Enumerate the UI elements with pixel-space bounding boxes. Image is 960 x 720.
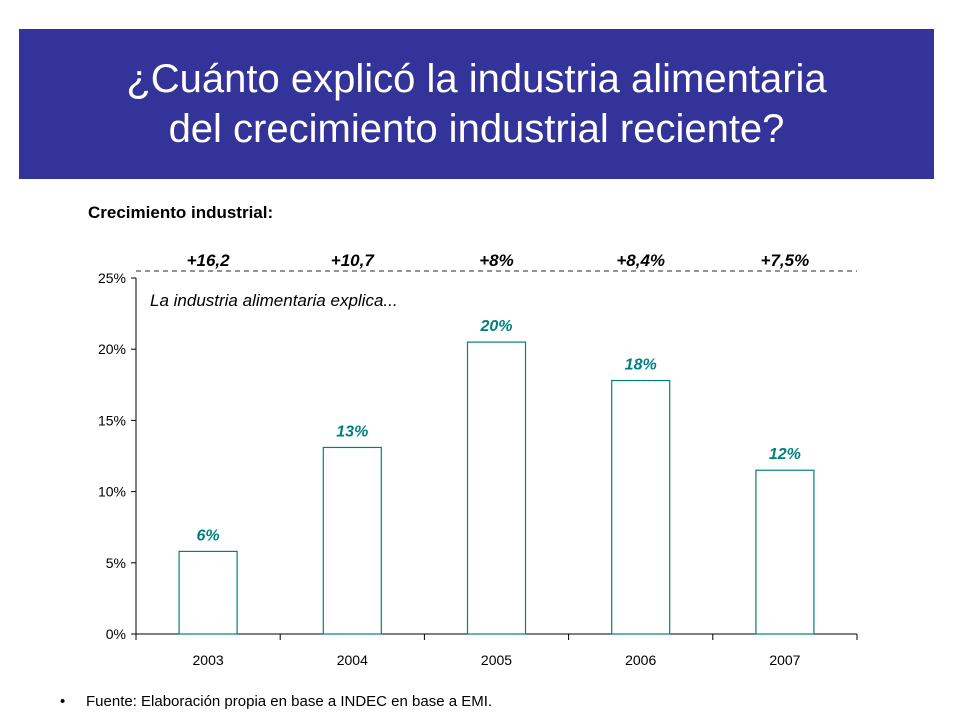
y-tick-label: 25% [98, 270, 126, 286]
bar-value-label: 18% [625, 357, 657, 374]
slide-title: ¿Cuánto explicó la industria alimentaria… [126, 57, 827, 151]
y-tick-label: 5% [106, 555, 126, 571]
bar-value-label: 20% [479, 318, 512, 335]
y-tick-label: 20% [98, 341, 126, 357]
y-tick-label: 10% [98, 484, 126, 500]
y-tick-label: 0% [106, 626, 126, 642]
bullet-glyph: • [60, 693, 66, 710]
growth-label: +16,2 [187, 251, 231, 270]
bar-value-label: 12% [769, 446, 801, 463]
x-tick-label: 2006 [625, 652, 656, 668]
growth-label: +7,5% [761, 251, 810, 270]
source-note: • Fuente: Elaboración propia en base a IN… [60, 693, 492, 710]
chart-title: Crecimiento industrial: [88, 203, 273, 222]
x-tick-label: 2005 [481, 652, 512, 668]
growth-label: +8,4% [616, 251, 665, 270]
bar-value-label: 13% [336, 423, 368, 440]
bar [755, 469, 815, 635]
x-tick-label: 2003 [193, 652, 224, 668]
growth-label: +8% [479, 251, 514, 270]
chart-bars: 6% 2003 +16,2 13% 2004 +10,7 20% 2005 +8% 18% 2006… [178, 251, 815, 668]
growth-label: +10,7 [331, 251, 376, 270]
source-text: Fuente: Elaboración propia en base a IND… [86, 693, 493, 710]
x-tick-label: 2004 [337, 652, 368, 668]
title-band: ¿Cuánto explicó la industria alimentaria… [19, 29, 934, 179]
bar [466, 341, 527, 635]
bar-value-label: 6% [197, 527, 220, 544]
x-tick-label: 2007 [769, 652, 800, 668]
bar [322, 446, 382, 635]
y-tick-label: 15% [98, 412, 126, 428]
chart-annotation: La industria alimentaria explica... [150, 291, 398, 310]
bar [178, 550, 238, 635]
chart-axes: 0% 5% 10% 15% 20% 25% [98, 270, 858, 642]
bar [611, 379, 671, 635]
